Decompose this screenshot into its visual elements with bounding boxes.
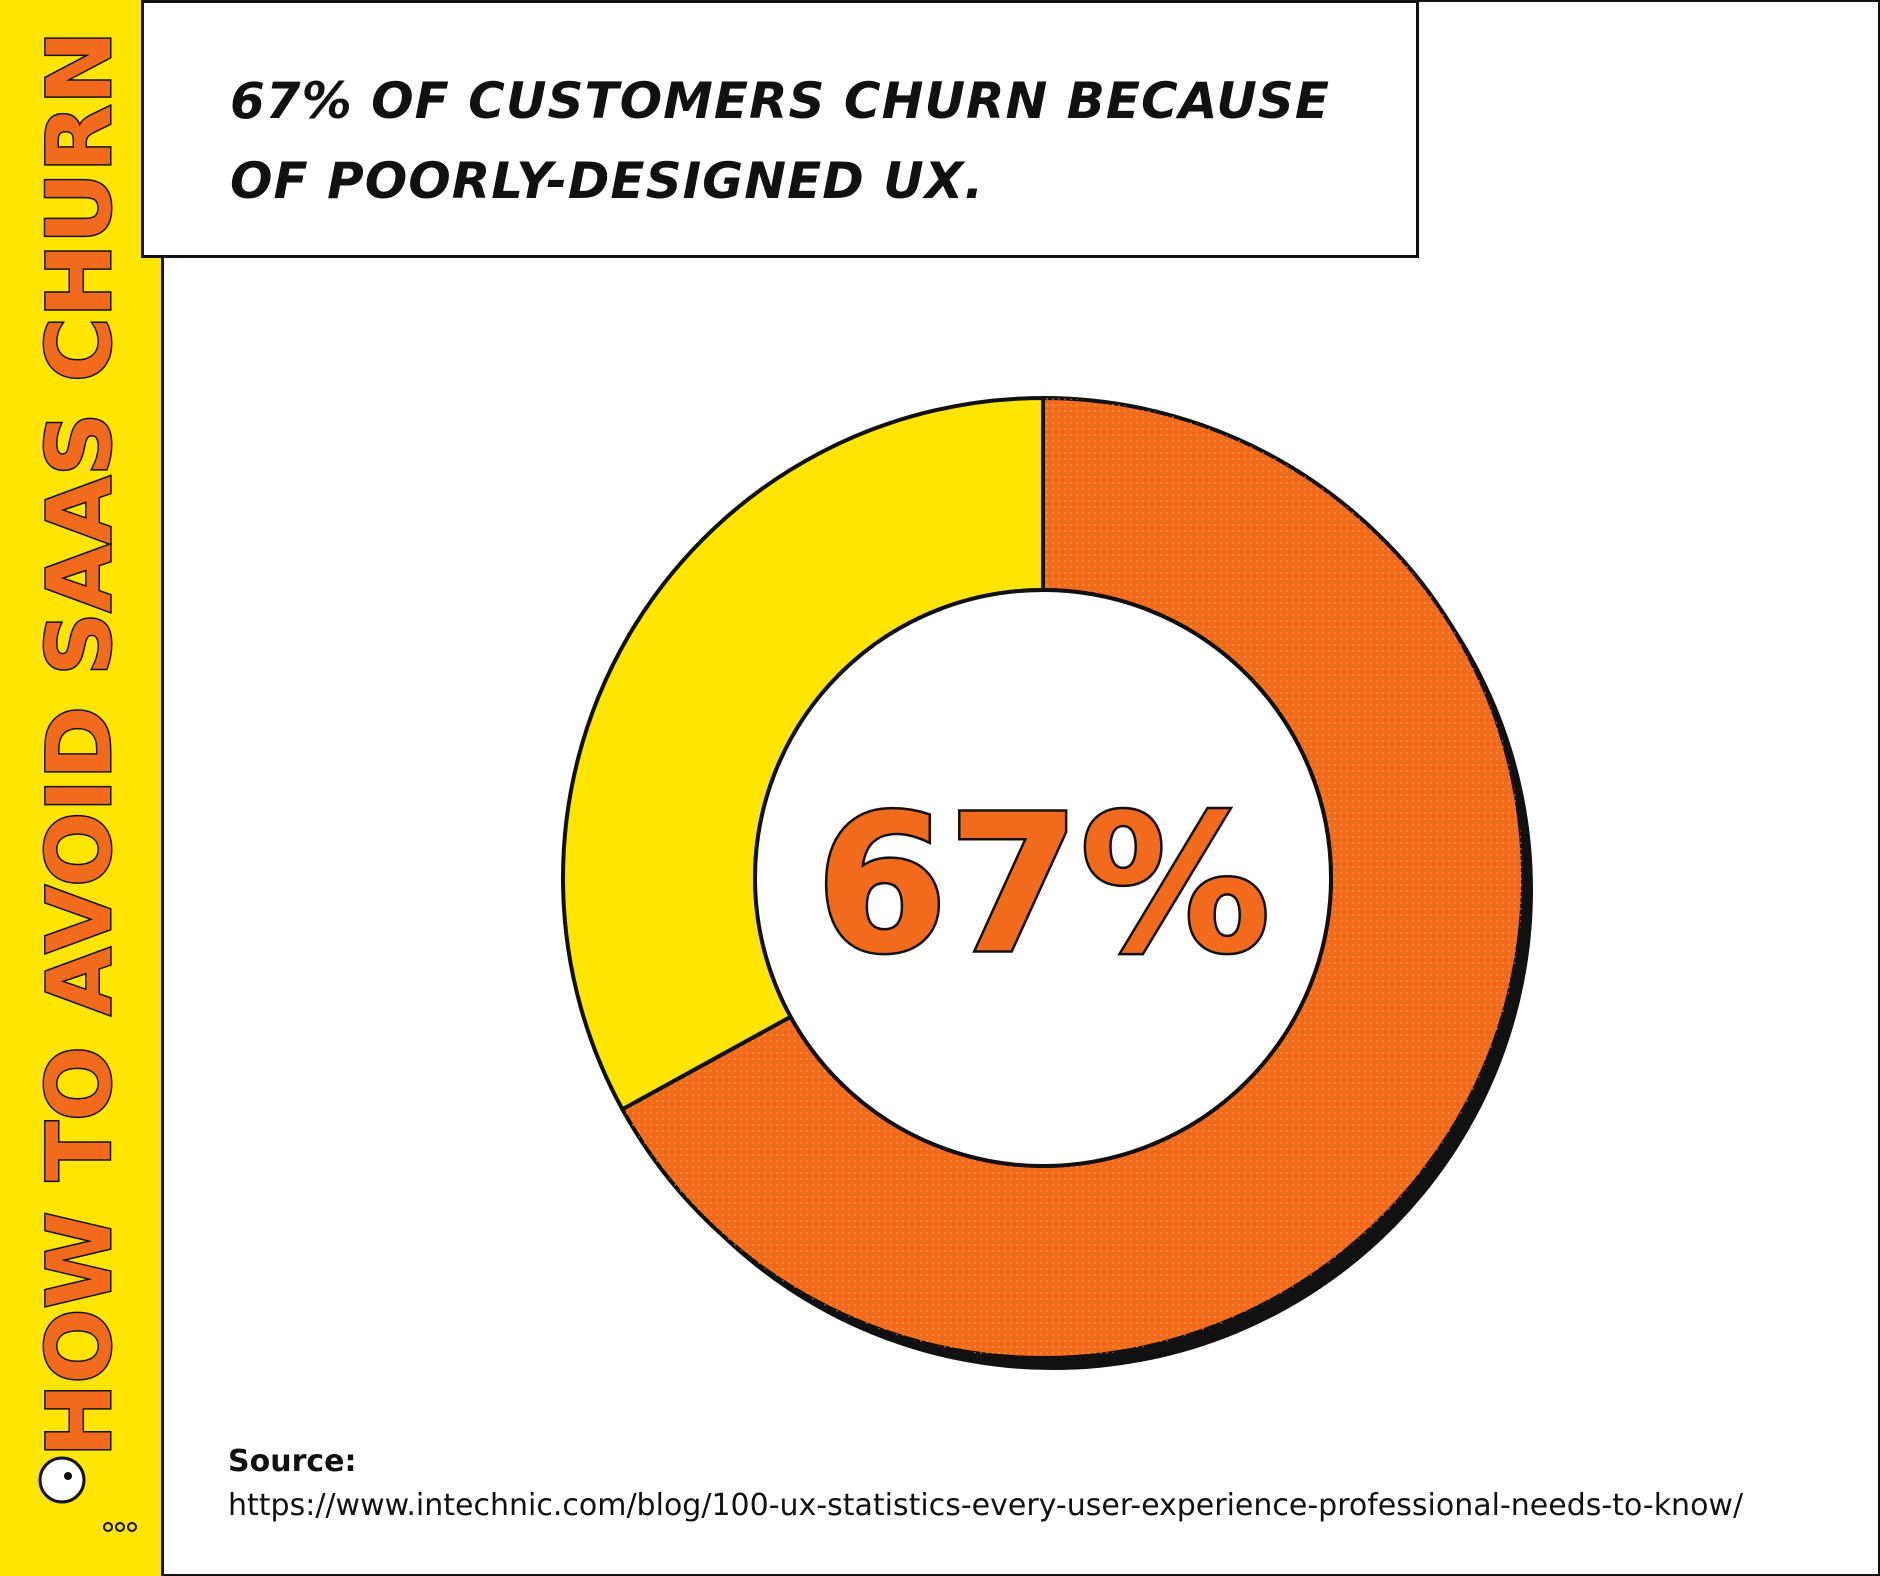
source-url: https://www.intechnic.com/blog/100-ux-st… <box>228 1488 1744 1523</box>
segment-texture <box>622 398 1523 1358</box>
side-title: HOW TO AVOID SAAS CHURN <box>28 31 131 1457</box>
side-strip <box>0 0 164 1576</box>
donut-hole <box>753 588 1333 1168</box>
source-label: Source: <box>228 1444 357 1479</box>
source: Source: https://www.intechnic.com/blog/1… <box>228 1440 1743 1528</box>
center-value-label: 67% <box>816 774 1271 995</box>
mascot <box>38 1456 137 1532</box>
chart-title: 67% OF CUSTOMERS CHURN BECAUSE OF POORLY… <box>230 72 1330 210</box>
title-box: 67% OF CUSTOMERS CHURN BECAUSE OF POORLY… <box>141 0 1419 258</box>
